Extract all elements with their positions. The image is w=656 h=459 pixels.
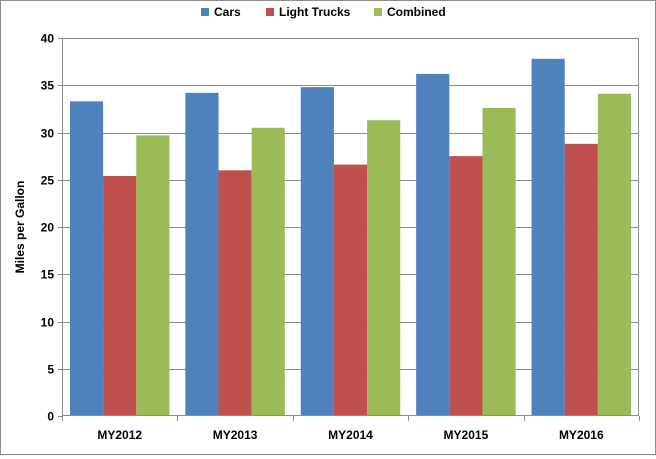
bar-cars-my2013 [185, 92, 219, 416]
x-tick-label: MY2015 [444, 428, 489, 442]
y-tick-label: 30 [41, 127, 55, 141]
bar-light-trucks-my2015 [449, 156, 483, 417]
bar-light-trucks-my2012 [103, 175, 137, 416]
y-tick-label: 35 [41, 79, 55, 93]
y-tick-labels: 0 5 10 15 20 25 30 35 40 [41, 32, 55, 424]
y-tick-label: 15 [41, 268, 55, 282]
x-tick-label: MY2012 [97, 428, 142, 442]
bar-light-trucks-my2014 [333, 164, 368, 416]
y-tick-label: 25 [41, 174, 55, 188]
bar-combined-my2014 [367, 120, 401, 416]
bars [69, 58, 632, 417]
bar-light-trucks-my2013 [218, 170, 252, 416]
y-tick-label: 5 [47, 363, 54, 377]
bar-combined-my2016 [597, 93, 632, 416]
plot-area-border [62, 38, 639, 416]
legend-swatch-light-trucks [266, 8, 274, 16]
legend-swatch-cars [201, 8, 209, 16]
legend-label-cars: Cars [214, 5, 241, 19]
legend-swatch-combined [374, 8, 382, 16]
y-tick-label: 0 [47, 410, 54, 424]
x-tick-label: MY2013 [213, 428, 258, 442]
y-tick-label: 10 [41, 316, 55, 330]
legend-label-light-trucks: Light Trucks [279, 5, 351, 19]
y-tick-label: 40 [41, 32, 55, 46]
bar-combined-my2012 [136, 135, 170, 416]
bar-light-trucks-my2016 [564, 143, 598, 416]
x-tick-labels: MY2012 MY2013 MY2014 MY2015 MY2016 [97, 428, 604, 442]
bar-combined-my2015 [482, 107, 516, 417]
bar-combined-my2013 [251, 127, 285, 416]
legend-label-combined: Combined [387, 5, 446, 19]
legend: Cars Light Trucks Combined [201, 5, 446, 19]
axes [58, 38, 640, 421]
bar-cars-my2012 [69, 101, 104, 416]
y-tick-label: 20 [41, 221, 55, 235]
bar-cars-my2014 [300, 87, 334, 416]
x-tick-label: MY2014 [328, 428, 373, 442]
x-tick-label: MY2016 [559, 428, 604, 442]
bar-cars-my2016 [531, 58, 565, 416]
y-axis-label: Miles per Gallon [13, 181, 27, 274]
bar-cars-my2015 [416, 73, 450, 416]
